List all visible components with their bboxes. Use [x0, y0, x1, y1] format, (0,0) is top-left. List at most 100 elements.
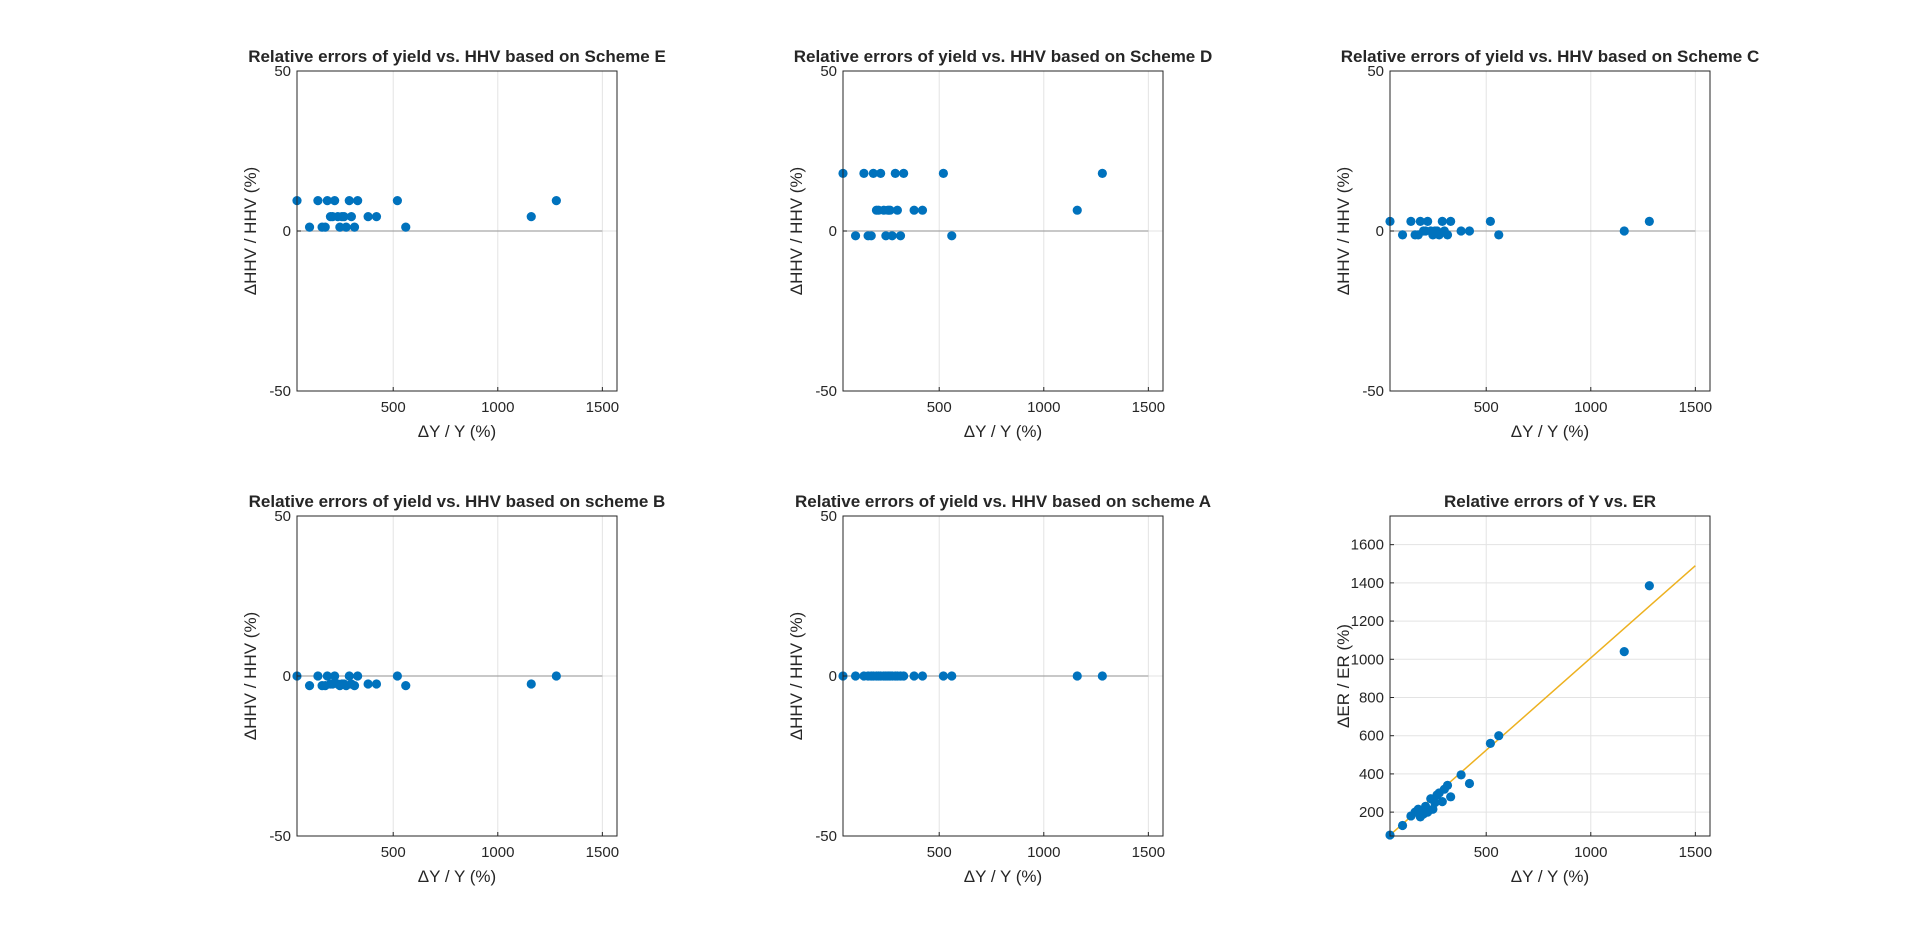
data-point	[1097, 168, 1107, 178]
data-point	[339, 212, 349, 222]
data-point	[353, 671, 363, 681]
data-point	[850, 231, 861, 241]
data-point	[899, 168, 909, 178]
chart-title: Relative errors of yield vs. HHV based o…	[249, 492, 666, 511]
y-tick-label: 1000	[1351, 651, 1384, 668]
data-point	[304, 681, 315, 691]
data-point	[526, 679, 536, 689]
y-axis-label: ΔHHV / HHV (%)	[787, 612, 806, 740]
x-tick-label: 1000	[481, 399, 514, 416]
y-tick-label: 50	[820, 508, 837, 525]
data-point	[850, 671, 861, 681]
x-tick-label: 500	[927, 844, 952, 861]
x-tick-label: 1500	[586, 399, 619, 416]
data-point	[1494, 230, 1504, 240]
data-point	[320, 222, 330, 232]
x-tick-label: 1000	[1574, 399, 1607, 416]
y-tick-label: 50	[274, 508, 291, 525]
x-tick-label: 1500	[1132, 844, 1165, 861]
data-point	[401, 681, 411, 691]
y-axis-label: ΔHHV / HHV (%)	[787, 167, 806, 295]
data-point	[866, 231, 876, 241]
data-point	[1430, 797, 1440, 808]
data-point	[859, 168, 869, 178]
y-tick-label: -50	[815, 828, 837, 845]
data-point	[1415, 216, 1425, 226]
data-point	[947, 231, 957, 241]
data-point	[1072, 205, 1082, 215]
y-tick-label: 0	[829, 223, 837, 240]
data-point	[392, 196, 402, 206]
data-point	[1423, 216, 1433, 226]
data-point	[868, 168, 878, 178]
data-point	[349, 222, 360, 232]
data-point	[1406, 216, 1416, 226]
x-tick-label: 1500	[1679, 399, 1712, 416]
x-axis-label: ΔY / Y (%)	[964, 422, 1042, 441]
chart-title: Relative errors of yield vs. HHV based o…	[1341, 47, 1760, 66]
y-tick-label: 400	[1359, 766, 1384, 783]
data-point	[344, 196, 354, 206]
y-tick-label: 1600	[1351, 537, 1384, 554]
x-tick-label: 500	[927, 399, 952, 416]
y-axis-label: ΔHHV / HHV (%)	[1334, 167, 1353, 295]
x-tick-label: 1500	[1132, 399, 1165, 416]
x-tick-label: 500	[1474, 399, 1499, 416]
x-tick-label: 1000	[1027, 399, 1060, 416]
x-axis-label: ΔY / Y (%)	[418, 867, 496, 886]
data-point	[526, 212, 536, 222]
x-axis-label: ΔY / Y (%)	[964, 867, 1042, 886]
data-point	[899, 671, 909, 681]
data-point	[938, 168, 948, 178]
data-point	[322, 671, 332, 681]
y-tick-label: 600	[1359, 728, 1384, 745]
x-tick-label: 1000	[1027, 844, 1060, 861]
data-point	[1494, 731, 1504, 741]
data-point	[1442, 780, 1453, 790]
data-point	[1644, 216, 1654, 226]
data-point	[401, 222, 411, 232]
data-point	[1619, 226, 1629, 236]
data-point	[313, 671, 323, 681]
data-point	[1397, 230, 1408, 240]
data-point	[1464, 778, 1475, 789]
y-tick-label: 200	[1359, 804, 1384, 821]
data-point	[330, 671, 340, 681]
data-point	[1485, 216, 1495, 226]
data-point	[346, 212, 356, 222]
x-tick-label: 500	[381, 399, 406, 416]
data-point	[892, 205, 902, 215]
data-point	[1437, 797, 1447, 807]
y-tick-label: 0	[1376, 223, 1384, 240]
y-tick-label: 0	[283, 223, 291, 240]
chart-title: Relative errors of Y vs. ER	[1444, 492, 1656, 511]
data-point	[895, 231, 906, 241]
data-point	[341, 222, 351, 232]
x-tick-label: 500	[381, 844, 406, 861]
x-axis-label: ΔY / Y (%)	[418, 422, 496, 441]
data-point	[1485, 738, 1495, 748]
data-point	[1072, 671, 1082, 681]
y-tick-label: 1400	[1351, 575, 1384, 592]
data-point	[392, 671, 402, 681]
y-tick-label: -50	[269, 828, 291, 845]
y-tick-label: -50	[815, 383, 837, 400]
x-axis-label: ΔY / Y (%)	[1511, 867, 1589, 886]
y-tick-label: 50	[1367, 63, 1384, 80]
data-point	[371, 212, 382, 222]
data-point	[353, 196, 363, 206]
data-point	[1464, 226, 1475, 236]
data-point	[322, 196, 332, 206]
data-point	[917, 671, 928, 681]
data-point	[371, 679, 382, 689]
plot-area	[1390, 516, 1710, 836]
y-tick-label: -50	[1362, 383, 1384, 400]
y-axis-label: ΔHHV / HHV (%)	[241, 612, 260, 740]
y-tick-label: -50	[269, 383, 291, 400]
y-tick-label: 0	[829, 668, 837, 685]
data-point	[1437, 216, 1447, 226]
